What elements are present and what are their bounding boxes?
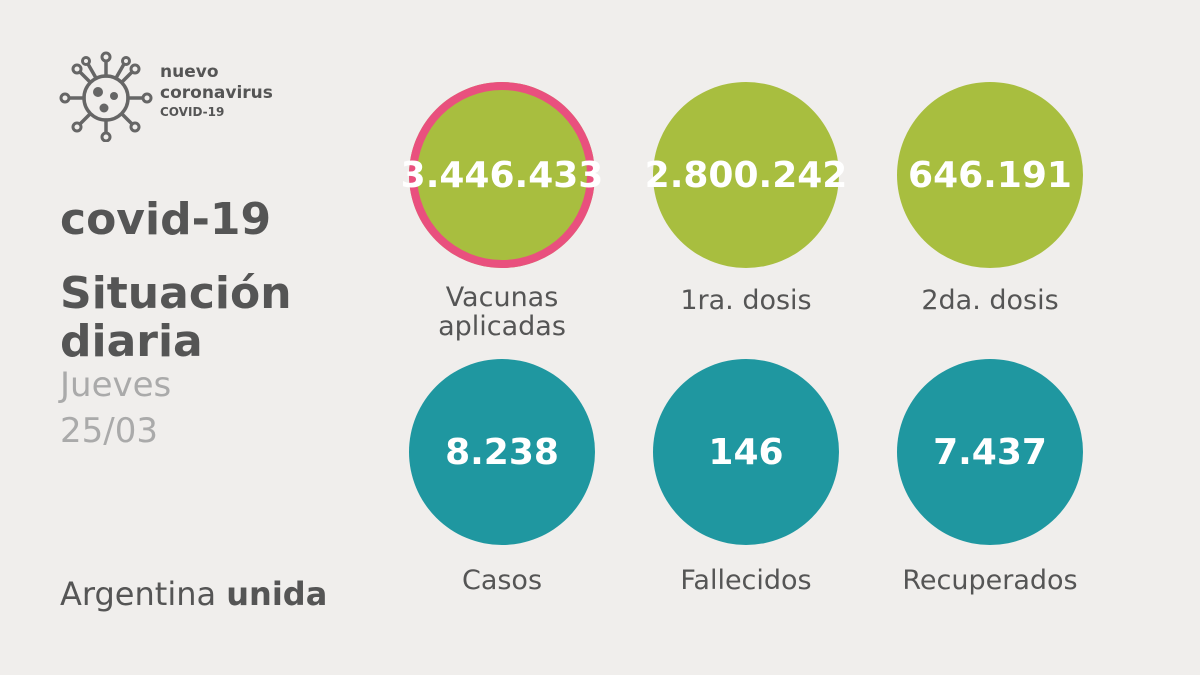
vacunas-label-line-1: Vacunas [445, 282, 559, 313]
recuperados-label: Recuperados [902, 565, 1078, 596]
logo-line-2: coronavirus [160, 83, 273, 103]
fallecidos-value: 146 [708, 431, 784, 473]
vacunas-label: Vacunas aplicadas [382, 283, 622, 341]
brand-bold: unida [226, 575, 328, 613]
dosis1-label: 1ra. dosis [680, 285, 812, 316]
casos-label: Casos [461, 565, 543, 596]
logo-line-1: nuevo [160, 62, 219, 82]
dosis2-label: 2da. dosis [921, 285, 1059, 316]
casos-circle: 8.238 [409, 359, 595, 545]
dosis2-circle: 646.191 [897, 82, 1083, 268]
brand: Argentina unida [60, 578, 327, 610]
casos-value: 8.238 [445, 431, 559, 473]
recuperados-value: 7.437 [933, 431, 1047, 473]
vacunas-value: 3.446.433 [400, 154, 604, 196]
virus-icon [59, 51, 153, 142]
fallecidos-circle: 146 [653, 359, 839, 545]
recuperados-circle: 7.437 [897, 359, 1083, 545]
dosis2-value: 646.191 [908, 154, 1072, 196]
dosis1-circle: 2.800.242 [645, 82, 847, 268]
vacunas-circle: 3.446.433 [401, 82, 603, 268]
logo-text: nuevo coronavirus COVID-19 [160, 62, 273, 119]
vacunas-label-line-2: aplicadas [438, 311, 566, 342]
logo-line-3: COVID-19 [160, 105, 225, 119]
page-title: covid-19 [60, 194, 272, 245]
weekday: Jueves [60, 365, 172, 405]
fallecidos-label: Fallecidos [680, 565, 812, 596]
page-subtitle: Situación diaria [60, 268, 292, 367]
dosis1-value: 2.800.242 [644, 154, 848, 196]
date: 25/03 [60, 411, 158, 451]
brand-regular: Argentina [60, 575, 217, 613]
